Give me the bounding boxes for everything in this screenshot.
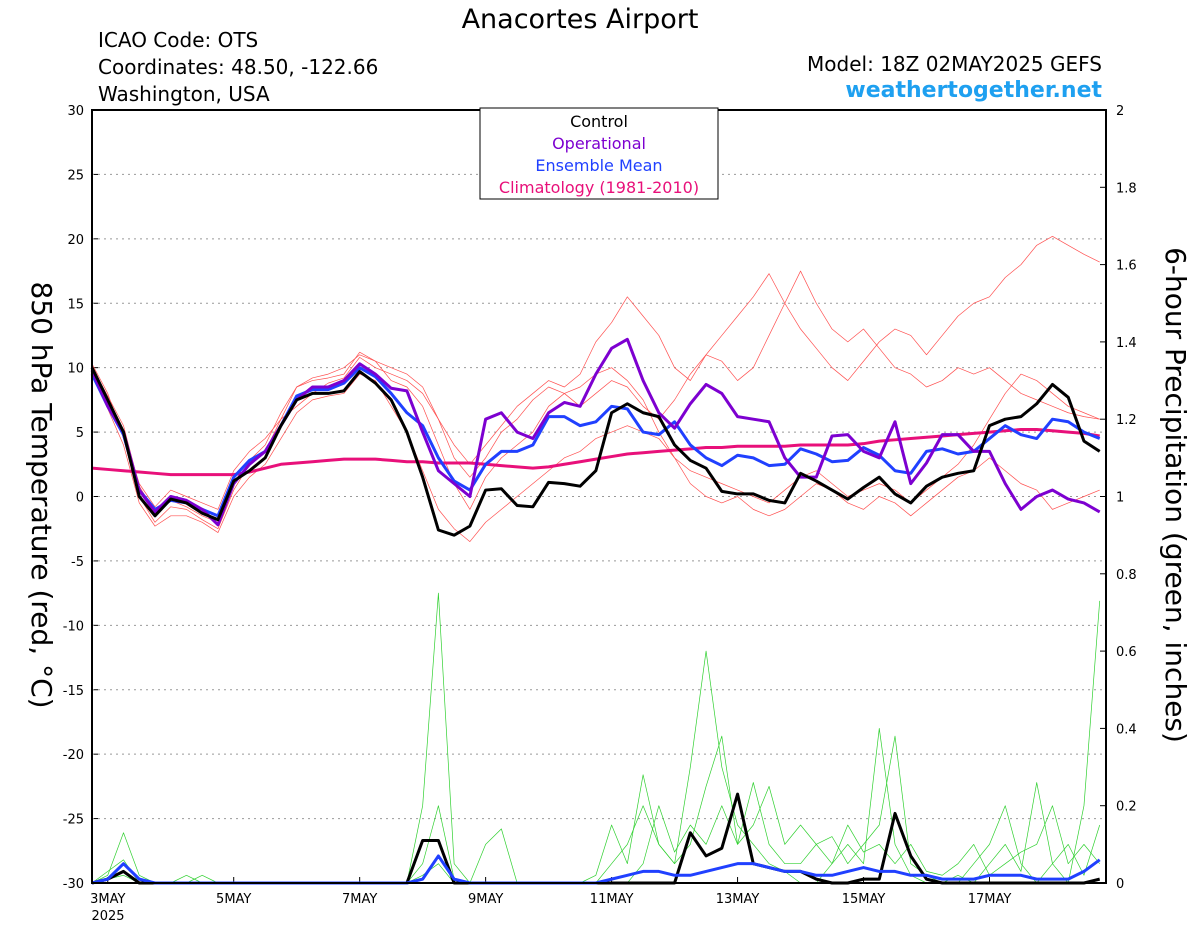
y2-tick-label: 2 <box>1116 104 1124 119</box>
legend-entry: Climatology (1981-2010) <box>499 178 699 197</box>
y2-tick-label: 0.8 <box>1116 568 1137 583</box>
x-tick-label: 13MAY <box>716 892 760 907</box>
member-line <box>91 592 1101 884</box>
y2-tick-label: 0.2 <box>1116 800 1137 815</box>
plot-frame <box>91 109 1107 884</box>
y-tick-label: 5 <box>76 426 84 441</box>
legend-box <box>479 107 719 200</box>
series-line <box>91 428 1100 477</box>
y2-tick-label: 0.4 <box>1116 722 1137 737</box>
member-line <box>91 270 1100 523</box>
x-tick-label: 15MAY <box>842 892 886 907</box>
y-tick-label: -10 <box>63 619 84 634</box>
x-tick-label: 17MAY <box>968 892 1012 907</box>
info-line: Washington, USA <box>98 82 270 106</box>
y-tick-label: -30 <box>63 877 84 892</box>
source-link[interactable]: weathertogether.net <box>845 78 1102 103</box>
y-tick-label: 20 <box>67 233 84 248</box>
y-tick-label: -5 <box>71 555 84 570</box>
x-tick-label: 5MAY <box>216 892 251 907</box>
precip-line <box>91 792 1101 885</box>
y-tick-label: 0 <box>76 491 84 506</box>
y2-tick-label: 1.8 <box>1116 181 1137 196</box>
y-tick-label: -15 <box>63 684 84 699</box>
y-tick-label: -25 <box>63 813 84 828</box>
member-line <box>91 786 1100 884</box>
y-tick-label: 25 <box>67 168 84 183</box>
y2-tick-label: 1.6 <box>1116 259 1137 274</box>
legend: Control Operational Ensemble Mean Climatolo… <box>479 107 719 200</box>
legend-entry: Operational <box>552 134 646 153</box>
legend-entry: Ensemble Mean <box>535 156 662 175</box>
member-line <box>91 235 1100 510</box>
series-line <box>90 337 1101 527</box>
y2-tick-label: 1.2 <box>1116 413 1137 428</box>
info-line: ICAO Code: OTS <box>98 28 258 52</box>
x-tick-label: 9MAY <box>468 892 503 907</box>
model-label: Model: 18Z 02MAY2025 GEFS <box>807 52 1102 76</box>
series-line <box>90 367 1101 537</box>
y2-tick-label: 1.4 <box>1116 336 1137 351</box>
precip-line <box>91 854 1101 885</box>
x-year-label: 2025 <box>91 909 124 924</box>
member-line <box>91 735 1101 884</box>
x-tick-label: 11MAY <box>590 892 634 907</box>
y-tick-label: 15 <box>67 297 84 312</box>
y-tick-label: -20 <box>63 748 84 763</box>
x-tick-label: 3MAY <box>90 892 125 907</box>
y2-tick-label: 0.6 <box>1116 645 1137 660</box>
chart-title: Anacortes Airport <box>462 4 699 35</box>
x-tick-label: 7MAY <box>342 892 377 907</box>
y-axis-label: 850 hPa Temperature (red, °C) <box>25 281 58 708</box>
y-tick-label: 30 <box>67 104 84 119</box>
y2-axis-label: 6-hour Precipitation (green, inches) <box>1159 247 1192 743</box>
y2-tick-label: 0 <box>1116 877 1124 892</box>
member-line <box>91 354 1100 530</box>
grid: -30 -25 -20 -15 -10 -5 0 5 10 15 20 25 30 0 0.2 0.4 0.6 0… <box>63 104 1137 907</box>
y-tick-label: 10 <box>67 362 84 377</box>
legend-entry: Control <box>570 112 628 131</box>
plot <box>90 235 1101 885</box>
info-line: Coordinates: 48.50, -122.66 <box>98 55 378 79</box>
y2-tick-label: 1 <box>1116 491 1124 506</box>
series-line <box>90 366 1101 518</box>
